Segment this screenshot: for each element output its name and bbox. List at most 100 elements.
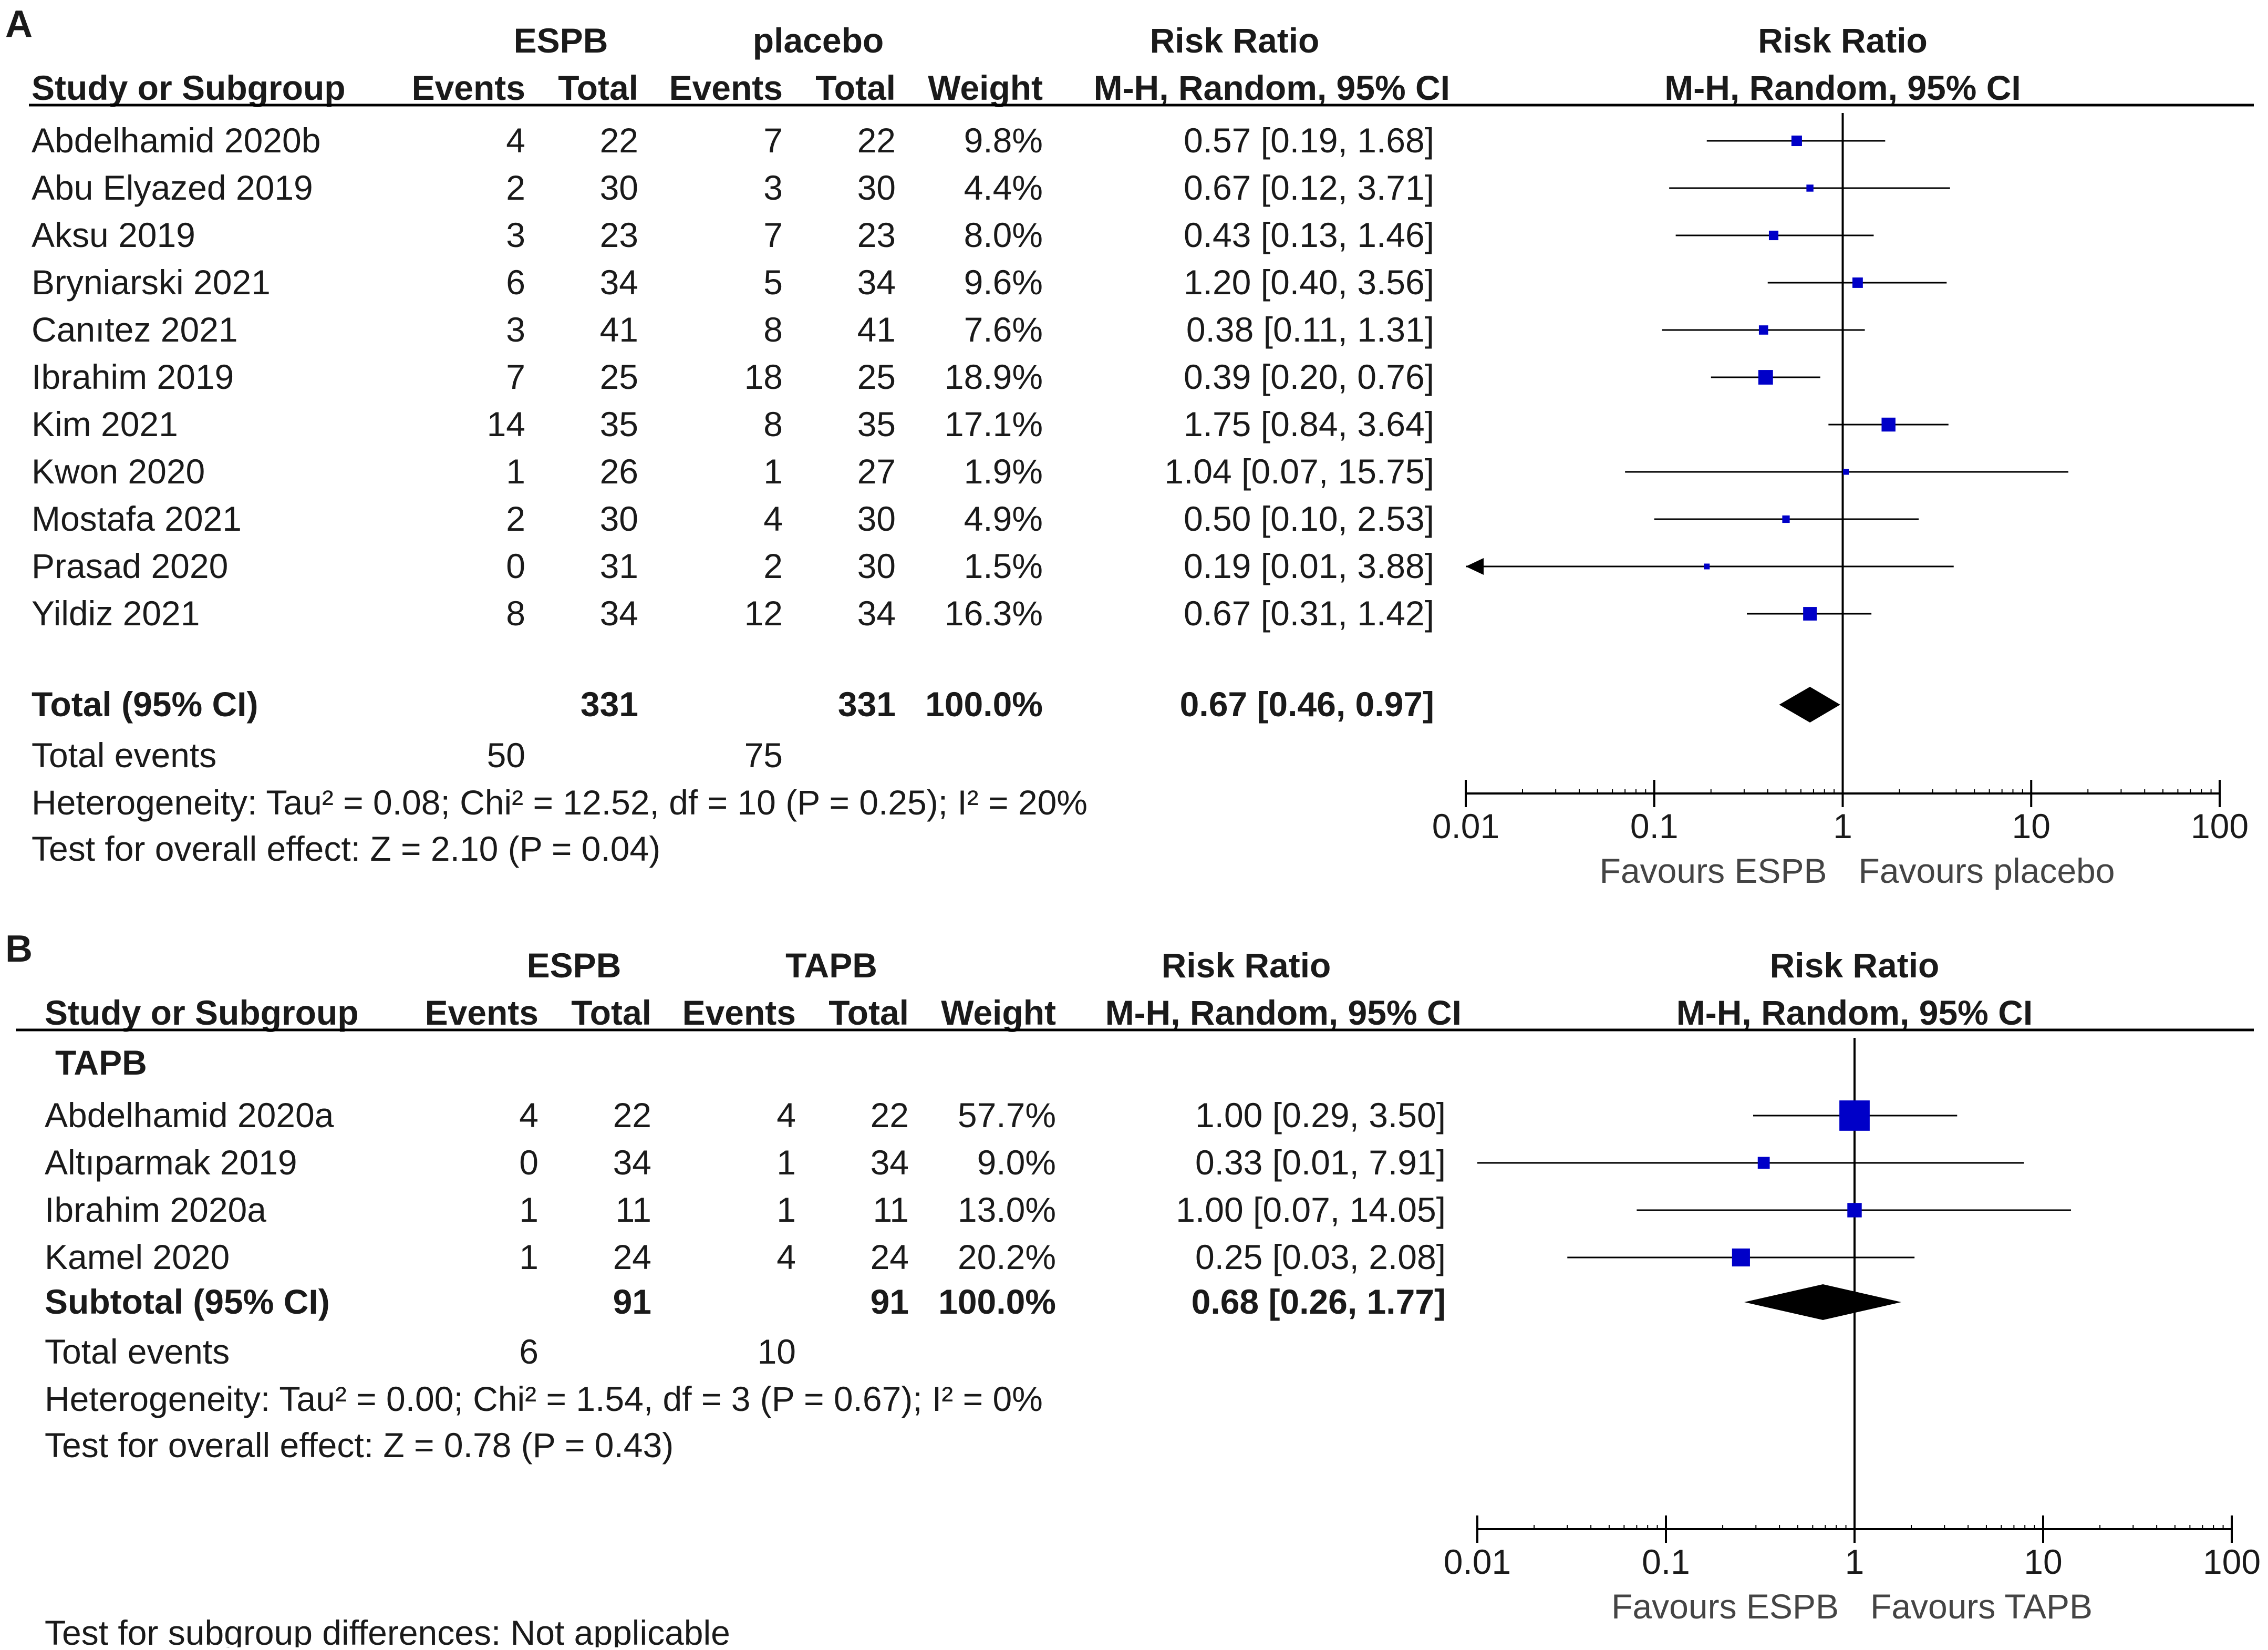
group1-total: 22 (600, 121, 638, 160)
study-name: Abdelhamid 2020b (32, 121, 320, 160)
x-axis-tick-label: 0.01 (1444, 1542, 1511, 1581)
favours-right-label: Favours TAPB (1870, 1587, 2093, 1626)
group2-events: 7 (763, 215, 783, 254)
study-risk-ratio-ci: 0.33 [0.01, 7.91] (1195, 1143, 1446, 1182)
study-risk-ratio-ci: 1.04 [0.07, 15.75] (1164, 452, 1434, 491)
group2-events: 8 (763, 310, 783, 349)
group1-header: ESPB (514, 21, 608, 60)
group2-events: 18 (744, 357, 783, 396)
weight-column-header: Weight (941, 993, 1056, 1032)
group1-events: 7 (506, 357, 525, 396)
study-marker (1852, 277, 1863, 288)
plot-risk-ratio-header: Risk Ratio (1770, 946, 1940, 985)
group1-total: 41 (600, 310, 638, 349)
study-marker (1839, 1100, 1870, 1131)
group1-total: 34 (613, 1143, 651, 1182)
group2-total: 22 (871, 1096, 909, 1135)
group2-events: 1 (776, 1190, 796, 1229)
group2-total: 35 (857, 405, 896, 444)
group2-events: 5 (763, 263, 783, 302)
x-axis-tick-label: 0.1 (1630, 807, 1679, 845)
subgroup-differences-text: Test for subgroup differences: Not appli… (45, 1613, 730, 1647)
total-label: Total (95% CI) (32, 685, 258, 724)
group2-events: 12 (744, 594, 783, 633)
pooled-diamond (1779, 687, 1840, 723)
study-risk-ratio-ci: 0.19 [0.01, 3.88] (1184, 546, 1434, 585)
group2-total-n: 91 (871, 1282, 909, 1321)
study-risk-ratio-ci: 0.67 [0.31, 1.42] (1184, 594, 1434, 633)
total-column-header: Total (815, 68, 896, 107)
method-column-header: M-H, Random, 95% CI (1105, 993, 1462, 1032)
overall-effect-text: Test for overall effect: Z = 2.10 (P = 0… (32, 829, 660, 868)
group1-events: 3 (506, 310, 525, 349)
study-marker (1791, 135, 1802, 147)
study-column-header: Study or Subgroup (45, 993, 359, 1032)
group1-events: 0 (506, 546, 525, 585)
study-weight: 17.1% (945, 405, 1043, 444)
x-axis-tick-label: 1 (1833, 807, 1852, 845)
total-weight: 100.0% (925, 685, 1043, 724)
events-column-header: Events (669, 68, 783, 107)
group1-total: 30 (600, 168, 638, 207)
group2-total: 34 (857, 594, 896, 633)
x-axis-tick-label: 0.1 (1642, 1542, 1690, 1581)
study-risk-ratio-ci: 0.39 [0.20, 0.76] (1184, 357, 1434, 396)
panel-label: B (5, 928, 33, 970)
study-risk-ratio-ci: 0.25 [0.03, 2.08] (1195, 1238, 1446, 1276)
study-marker (1758, 370, 1773, 385)
total-label: Subtotal (95% CI) (45, 1282, 330, 1321)
study-risk-ratio-ci: 1.00 [0.29, 3.50] (1195, 1096, 1446, 1135)
group1-total-events: 6 (519, 1332, 538, 1371)
study-weight: 1.9% (964, 452, 1043, 491)
study-name: Prasad 2020 (32, 546, 228, 585)
group1-total: 35 (600, 405, 638, 444)
study-weight: 8.0% (964, 215, 1043, 254)
x-axis-tick-label: 100 (2203, 1542, 2261, 1581)
group1-events: 2 (506, 499, 525, 538)
group1-events: 0 (519, 1143, 538, 1182)
study-name: Yildiz 2021 (32, 594, 200, 633)
group2-events: 4 (776, 1238, 796, 1276)
study-name: Kwon 2020 (32, 452, 205, 491)
group2-total: 27 (857, 452, 896, 491)
x-axis-tick-label: 10 (2012, 807, 2050, 845)
group2-events: 2 (763, 546, 783, 585)
study-risk-ratio-ci: 0.43 [0.13, 1.46] (1184, 215, 1434, 254)
group1-events: 1 (519, 1190, 538, 1229)
group2-events: 1 (763, 452, 783, 491)
group2-total: 23 (857, 215, 896, 254)
group1-total: 23 (600, 215, 638, 254)
total-column-header: Total (829, 993, 909, 1032)
group1-total-n: 91 (613, 1282, 651, 1321)
group2-total-events: 10 (758, 1332, 796, 1371)
group1-events: 3 (506, 215, 525, 254)
group2-total: 41 (857, 310, 896, 349)
group1-total: 31 (600, 546, 638, 585)
study-risk-ratio-ci: 0.38 [0.11, 1.31] (1186, 310, 1434, 349)
study-weight: 9.0% (977, 1143, 1056, 1182)
group1-events: 4 (519, 1096, 538, 1135)
study-marker (1806, 184, 1814, 192)
study-weight: 18.9% (945, 357, 1043, 396)
group1-events: 4 (506, 121, 525, 160)
study-marker (1704, 563, 1710, 570)
group2-total: 34 (871, 1143, 909, 1182)
group1-total: 34 (600, 263, 638, 302)
group2-total-events: 75 (744, 736, 783, 775)
events-column-header: Events (682, 993, 796, 1032)
study-weight: 4.4% (964, 168, 1043, 207)
group1-total-n: 331 (581, 685, 638, 724)
group2-total: 34 (857, 263, 896, 302)
group1-total: 26 (600, 452, 638, 491)
group2-total: 25 (857, 357, 896, 396)
group2-total: 30 (857, 168, 896, 207)
group1-events: 1 (519, 1238, 538, 1276)
group1-events: 2 (506, 168, 525, 207)
method-column-header: M-H, Random, 95% CI (1094, 68, 1450, 107)
plot-method-header: M-H, Random, 95% CI (1664, 68, 2021, 107)
group1-total: 11 (615, 1190, 651, 1229)
weight-column-header: Weight (928, 68, 1043, 107)
x-axis-tick-label: 100 (2191, 807, 2249, 845)
group2-total: 22 (857, 121, 896, 160)
